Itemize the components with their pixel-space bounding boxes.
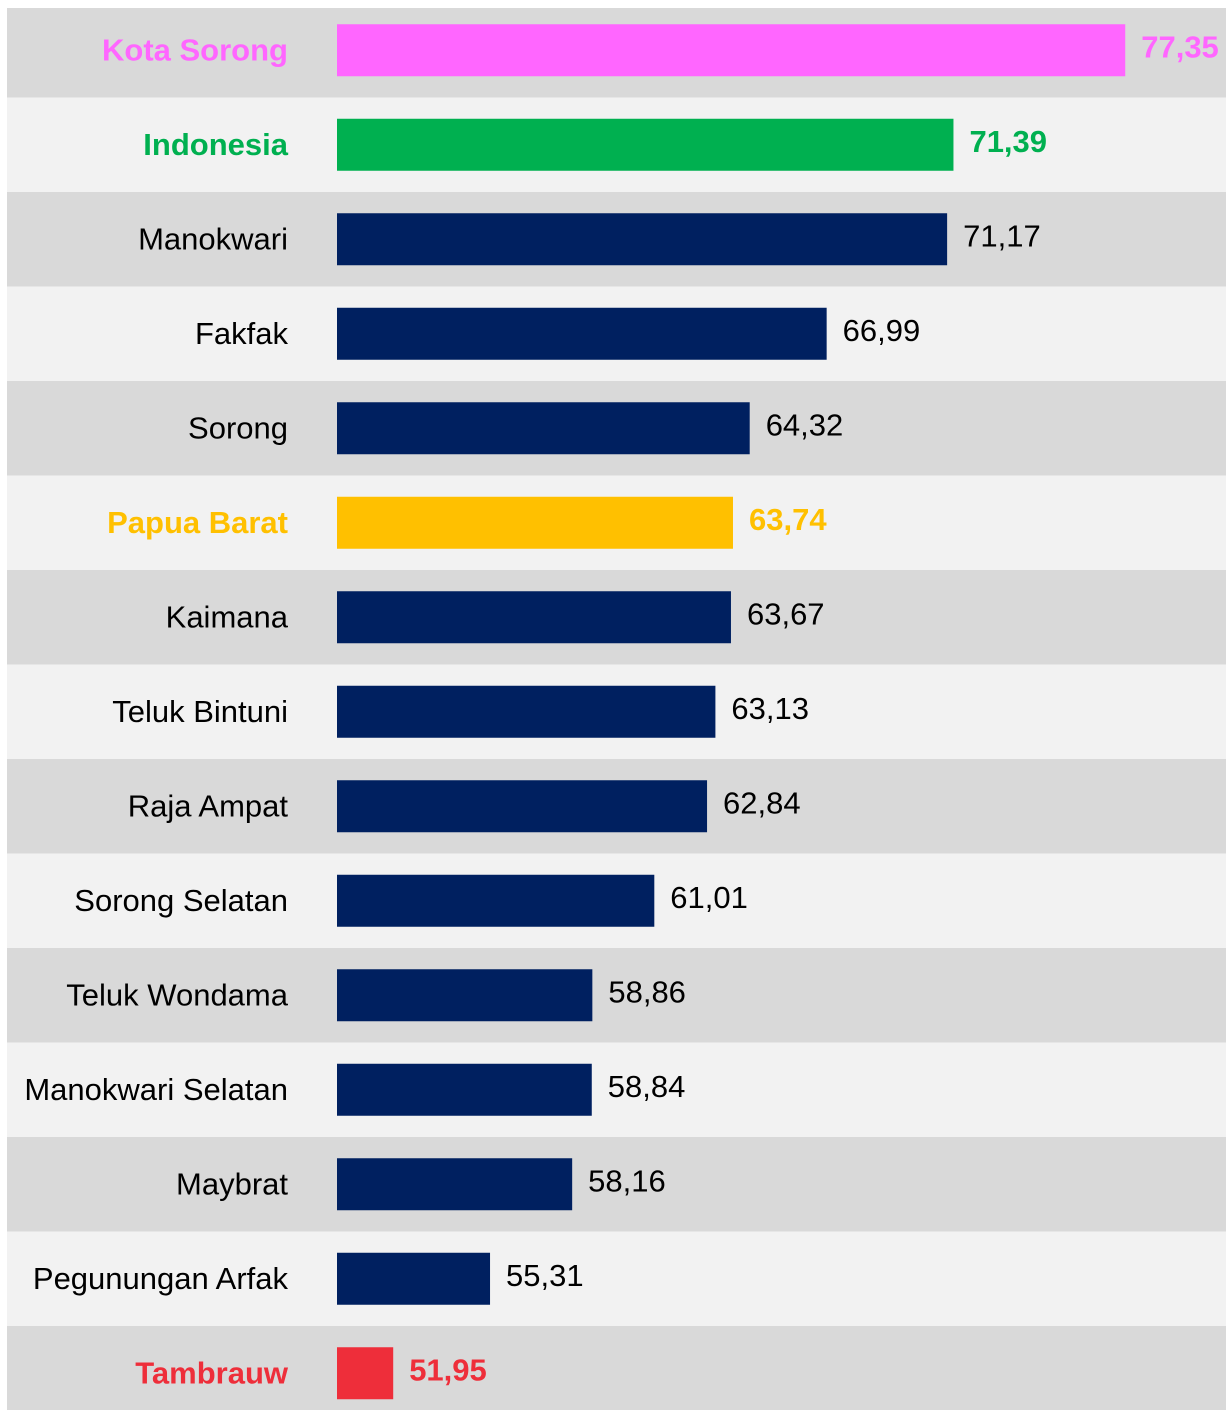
category-label: Sorong: [188, 410, 288, 445]
category-label: Teluk Bintuni: [112, 694, 288, 729]
category-label: Manokwari: [138, 221, 288, 256]
bar: [337, 496, 733, 549]
bar: [337, 969, 593, 1022]
bar: [337, 874, 655, 927]
value-label: 71,17: [963, 218, 1041, 253]
bar: [337, 1347, 394, 1400]
value-label: 51,95: [409, 1352, 487, 1387]
bar: [337, 591, 731, 644]
row-background: [7, 948, 1226, 1043]
value-label: 71,39: [969, 124, 1047, 159]
row-background: [7, 1326, 1226, 1410]
category-label: Tambrauw: [135, 1355, 289, 1390]
category-label: Indonesia: [143, 127, 288, 162]
bar: [337, 1158, 573, 1211]
row-background: [7, 1042, 1226, 1137]
value-label: 58,16: [588, 1163, 666, 1198]
row-background: [7, 1231, 1226, 1326]
value-label: 64,32: [766, 407, 844, 442]
value-label: 63,74: [749, 502, 827, 537]
bar: [337, 1252, 491, 1305]
bar: [337, 213, 948, 266]
category-label: Manokwari Selatan: [24, 1072, 288, 1107]
value-label: 63,67: [747, 596, 825, 631]
bar: [337, 307, 827, 360]
bar: [337, 402, 750, 455]
category-label: Sorong Selatan: [74, 883, 288, 918]
bar: [337, 118, 954, 171]
bar: [337, 24, 1126, 77]
category-label: Papua Barat: [107, 505, 288, 540]
category-label: Pegunungan Arfak: [33, 1261, 289, 1296]
value-label: 61,01: [670, 880, 748, 915]
bar: [337, 685, 716, 738]
value-label: 58,84: [608, 1069, 686, 1104]
bar: [337, 780, 708, 833]
category-label: Kaimana: [166, 599, 289, 634]
value-label: 62,84: [723, 785, 801, 820]
value-label: 77,35: [1141, 29, 1219, 64]
category-label: Teluk Wondama: [66, 977, 288, 1012]
category-label: Kota Sorong: [102, 32, 288, 67]
bar: [337, 1063, 592, 1116]
value-label: 55,31: [506, 1258, 584, 1293]
value-label: 63,13: [731, 691, 809, 726]
row-background: [7, 1137, 1226, 1232]
value-label: 66,99: [843, 313, 921, 348]
category-label: Fakfak: [195, 316, 289, 351]
value-label: 58,86: [608, 974, 686, 1009]
category-label: Maybrat: [176, 1166, 288, 1201]
category-label: Raja Ampat: [128, 788, 289, 823]
